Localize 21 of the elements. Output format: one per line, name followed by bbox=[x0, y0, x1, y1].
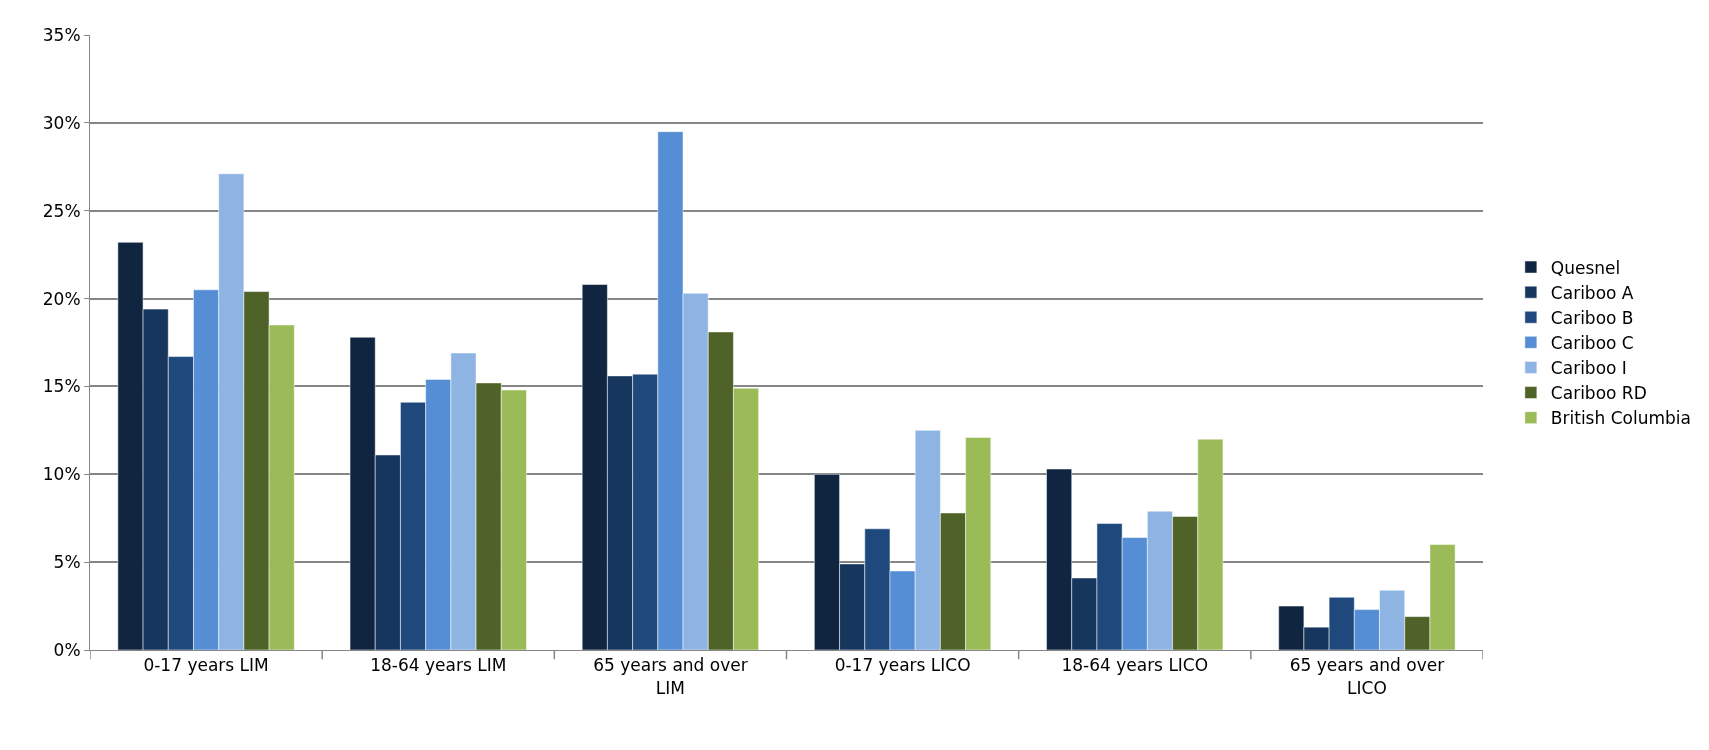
y-tick-label: 15% bbox=[42, 376, 81, 397]
x-tick-label: 65 years and over LIM bbox=[593, 655, 748, 698]
legend-label: Cariboo I bbox=[1550, 358, 1627, 379]
y-tick-label: 30% bbox=[42, 112, 81, 133]
legend-label: Cariboo B bbox=[1550, 307, 1634, 328]
x-tick-label: 18-64 years LIM bbox=[370, 655, 507, 676]
x-tick-label: 0-17 years LIM bbox=[143, 655, 269, 676]
x-tick-label: 0-17 years LICO bbox=[834, 655, 971, 676]
x-tick-label: 18-64 years LICO bbox=[1061, 655, 1209, 676]
legend-label: Cariboo C bbox=[1550, 332, 1634, 353]
legend-label: Cariboo RD bbox=[1550, 383, 1647, 404]
legend-label: Quesnel bbox=[1550, 257, 1621, 278]
x-tick-label: 65 years and over LICO bbox=[1289, 655, 1445, 698]
y-tick-label: 10% bbox=[42, 464, 81, 485]
y-tick-label: 0% bbox=[53, 639, 81, 660]
legend-label: Cariboo A bbox=[1550, 282, 1634, 303]
y-tick-label: 20% bbox=[42, 288, 81, 309]
y-tick-label: 25% bbox=[42, 200, 81, 221]
legend-label: British Columbia bbox=[1550, 408, 1691, 429]
y-tick-label: 35% bbox=[42, 24, 81, 45]
y-tick-label: 5% bbox=[53, 552, 81, 573]
